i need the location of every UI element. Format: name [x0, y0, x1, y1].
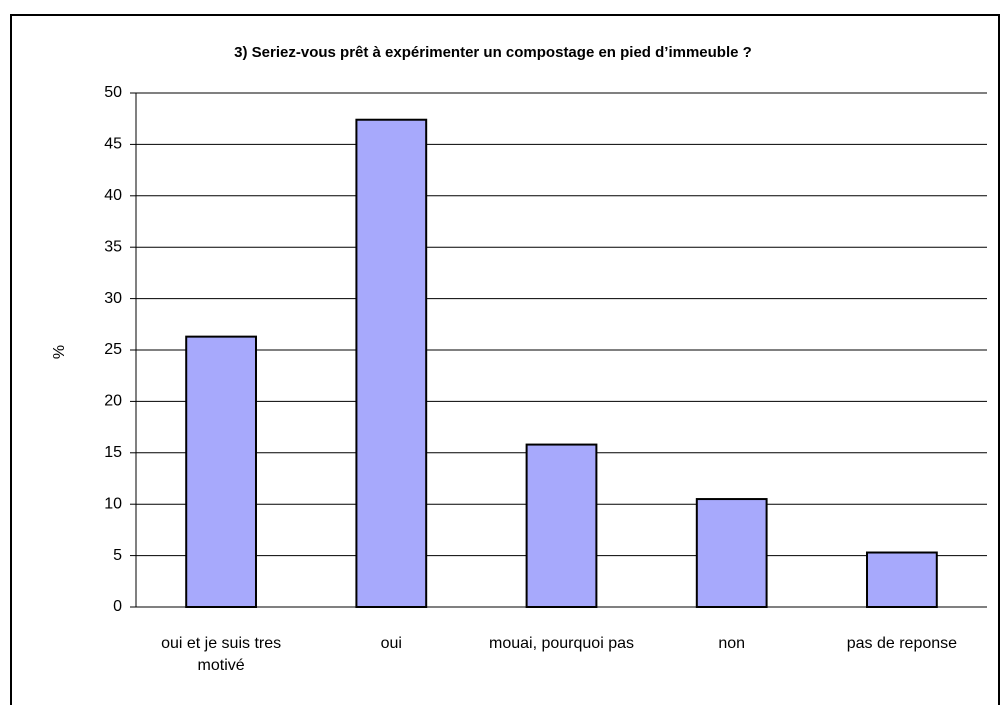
bar	[866, 551, 938, 608]
x-tick-label: mouai, pourquoi pas	[489, 635, 634, 652]
y-tick-label: 10	[104, 495, 122, 512]
y-tick-label: 25	[104, 341, 122, 358]
bar	[695, 498, 768, 608]
frame	[10, 14, 1000, 705]
chart-title: 3) Seriez-vous prêt à expérimenter un co…	[234, 44, 752, 61]
x-tick-label: oui et je suis tres motivé	[161, 635, 282, 674]
y-tick-label: 20	[104, 393, 122, 410]
y-tick-label: 40	[104, 187, 122, 204]
y-tick-label: 50	[104, 84, 122, 101]
y-tick-label: 5	[113, 547, 122, 564]
y-tick-label: 35	[104, 238, 122, 255]
x-tick-label: oui	[380, 635, 402, 652]
y-tick-label: 15	[104, 444, 122, 461]
y-axis-label: %	[51, 345, 68, 359]
y-tick-label: 0	[113, 598, 122, 615]
bar	[185, 335, 257, 608]
bar	[355, 118, 428, 608]
y-tick-label: 45	[104, 136, 122, 153]
y-tick-label: 30	[104, 290, 122, 307]
x-tick-label: pas de reponse	[846, 635, 958, 652]
x-tick-label: non	[718, 635, 746, 652]
bar	[525, 443, 598, 608]
